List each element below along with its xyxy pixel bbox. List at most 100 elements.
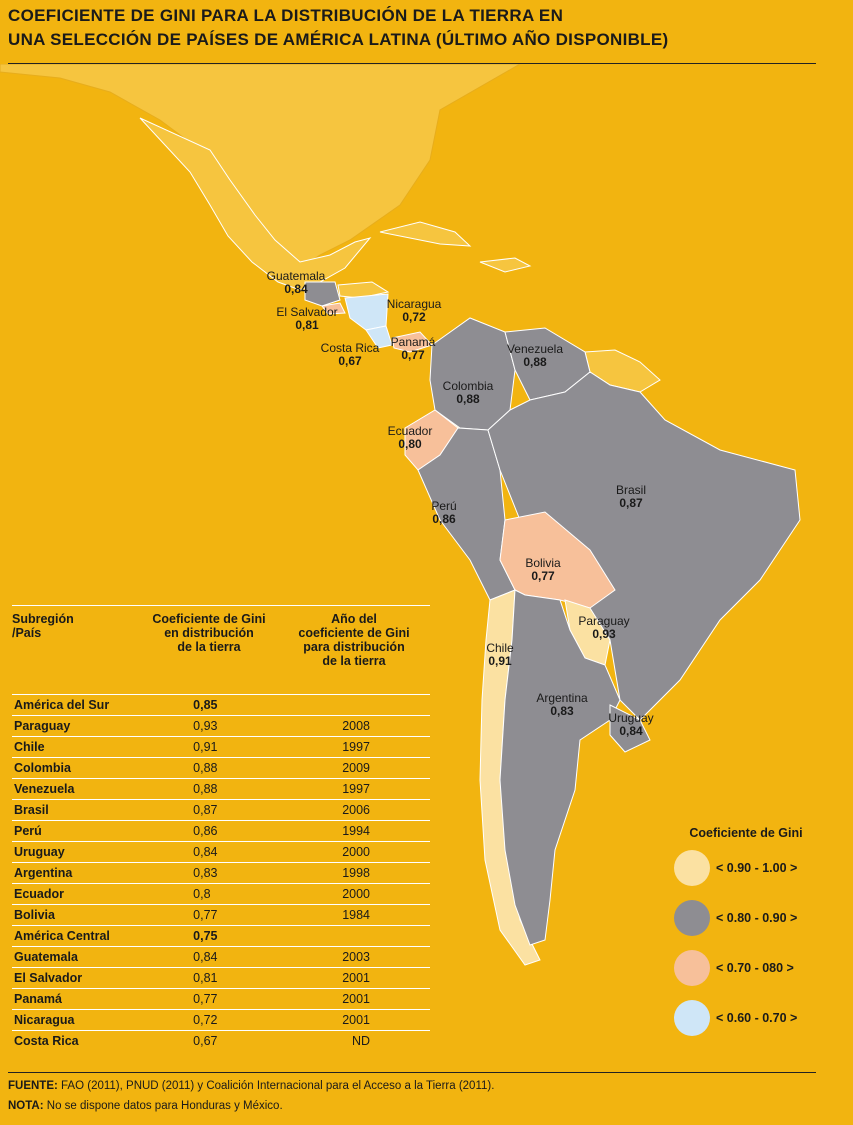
cell-gini: 0,84 [193,950,218,964]
label-name: Perú [431,499,457,513]
cell-year: 2001 [342,971,370,985]
title-line-1: Coeficiente de Gini para la distribución… [8,6,564,25]
label-name: Venezuela [506,342,564,356]
table-top-rule [12,605,430,606]
cell-gini: 0,88 [193,782,218,796]
legend-item: < 0.70 - 080 > [668,950,828,986]
legend-item: < 0.90 - 1.00 > [668,850,828,886]
label-value: 0,91 [488,654,512,668]
cell-gini: 0,86 [193,824,218,838]
label-brasil: Brasil 0,87 [616,484,646,510]
guatemala-shape [304,281,341,307]
cell-country: Ecuador [14,887,65,901]
table-row: Panamá 0,77 2001 [12,988,430,1009]
table-row: Costa Rica 0,67 ND [12,1030,430,1051]
legend-swatch [674,850,710,886]
cell-gini: 0,84 [193,845,218,859]
legend-label: < 0.90 - 1.00 > [716,861,798,875]
cell-gini: 0,75 [193,929,218,943]
cell-gini: 0,72 [193,1013,218,1027]
cell-country: Argentina [14,866,73,880]
table-row: El Salvador 0,81 2001 [12,967,430,988]
footer-divider [8,1072,816,1073]
cell-country: América del Sur [14,698,110,712]
subregion-row: América Central 0,75 [12,925,430,946]
label-name: Costa Rica [320,341,380,355]
cell-country: Nicaragua [14,1013,75,1027]
label-uruguay: Uruguay 0,84 [608,712,653,738]
label-value: 0,81 [295,318,319,332]
latin-america-map [0,64,801,966]
cell-year: 2006 [342,803,370,817]
map-title: Coeficiente de Gini para la distribución… [8,4,838,52]
legend: Coeficiente de Gini < 0.90 - 1.00 > < 0.8… [668,826,828,1036]
cell-gini: 0,87 [193,803,218,817]
table-row: Nicaragua 0,72 2001 [12,1009,430,1030]
legend-item: < 0.80 - 0.90 > [668,900,828,936]
source-text: FAO (2011), PNUD (2011) y Coalición Inte… [57,1080,495,1092]
cell-gini: 0,77 [193,908,218,922]
label-value: 0,93 [592,627,616,641]
label-value: 0,72 [402,310,426,324]
mexico-land [139,117,372,291]
legend-label: < 0.80 - 0.90 > [716,911,798,925]
label-name: Bolivia [525,556,561,570]
panama-shape [391,331,433,353]
gini-table: Subregión /País Coeficiente de Gini en d… [12,605,430,1051]
header-gini: Coeficiente de Gini en distribución de l… [152,612,266,654]
argentina-shape [499,589,621,946]
footer-note: NOTA: No se dispone datos para Honduras … [8,1100,283,1112]
label-bolivia: Bolivia 0,77 [525,557,560,583]
cell-country: Paraguay [14,719,71,733]
label-paraguay: Paraguay 0,93 [578,615,629,641]
label-value: 0,83 [550,704,574,718]
cell-year: 1997 [342,740,370,754]
cell-year: 1998 [342,866,370,880]
cell-year: 2003 [342,950,370,964]
table-row: Colombia 0,88 2009 [12,757,430,778]
legend-label: < 0.70 - 080 > [716,961,794,975]
label-value: 0,87 [619,496,643,510]
table-row: Chile 0,91 1997 [12,736,430,757]
cell-gini: 0,67 [193,1034,218,1048]
nicaragua-shape [344,293,389,331]
label-name: Colombia [442,379,494,393]
cell-country: El Salvador [14,971,83,985]
label-colombia: Colombia 0,88 [443,380,494,406]
label-value: 0,88 [456,392,480,406]
label-guatemala: Guatemala 0,84 [267,270,326,296]
table-row: Brasil 0,87 2006 [12,799,430,820]
label-value: 0,88 [523,355,547,369]
cell-year: 2009 [342,761,370,775]
cell-country: Uruguay [14,845,65,859]
cell-country: Venezuela [14,782,75,796]
el-salvador-shape [321,302,346,315]
label-nicaragua: Nicaragua 0,72 [387,298,442,324]
costa-rica-shape [365,325,393,349]
label-argentina: Argentina 0,83 [536,692,587,718]
cell-gini: 0,85 [193,698,218,712]
legend-swatch [674,900,710,936]
table-row: Perú 0,86 1994 [12,820,430,841]
colombia-shape [429,317,516,431]
cell-country: Colombia [14,761,71,775]
cell-year: ND [351,1034,370,1048]
label-name: Brasil [615,483,647,497]
note-label: NOTA: [8,1100,44,1112]
note-text: No se dispone datos para Honduras y Méxi… [43,1100,283,1112]
label-name: Chile [486,641,514,655]
cell-country: Perú [14,824,42,838]
legend-swatch [674,950,710,986]
header-year: Año del coeficiente de Gini para distrib… [298,612,410,668]
cuba-land [379,221,472,247]
table-header: Subregión /País Coeficiente de Gini en d… [12,606,430,694]
cell-gini: 0,81 [193,971,218,985]
label-costa-rica: Costa Rica 0,67 [321,342,380,368]
title-line-2: una selección de países de América Latin… [8,30,669,49]
label-name: Uruguay [608,711,654,725]
cell-country: Chile [14,740,45,754]
cell-year: 2008 [342,719,370,733]
label-value: 0,67 [338,354,362,368]
cell-country: Brasil [14,803,49,817]
cell-country: Costa Rica [14,1034,79,1048]
